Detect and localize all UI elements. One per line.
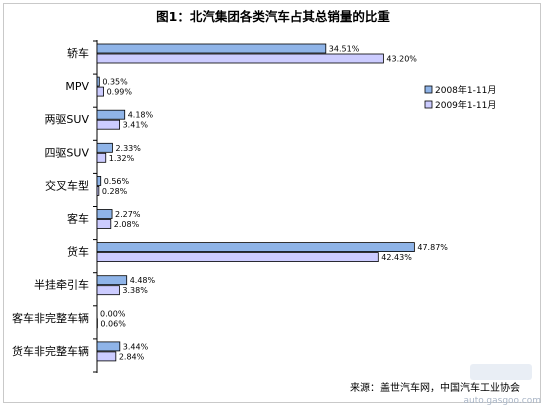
bar-2008 xyxy=(96,341,121,352)
data-label: 43.20% xyxy=(386,55,417,64)
category-label: MPV xyxy=(65,80,89,93)
data-label: 0.00% xyxy=(100,309,126,318)
legend-swatch xyxy=(424,85,433,94)
bar-2009 xyxy=(96,219,112,229)
category-label: 货车非完整车辆 xyxy=(12,344,89,358)
legend-swatch xyxy=(424,100,433,109)
chart-frame xyxy=(3,3,541,403)
bar-2009 xyxy=(96,185,100,196)
data-label: 3.44% xyxy=(123,342,149,351)
data-label: 42.43% xyxy=(381,253,412,262)
bar-2008 xyxy=(96,275,128,286)
data-label: 0.28% xyxy=(102,187,128,196)
bar-2009 xyxy=(96,351,117,362)
data-label: 4.48% xyxy=(130,276,156,285)
bar-2009 xyxy=(96,53,384,64)
category-label: 四驱SUV xyxy=(44,146,89,159)
category-label: 轿车 xyxy=(67,46,89,60)
category-label: 两驱SUV xyxy=(44,113,89,126)
category-label: 半挂牵引车 xyxy=(34,278,89,292)
category-label: 交叉车型 xyxy=(45,178,89,192)
bar-2008 xyxy=(96,209,113,219)
gasgoo-logo xyxy=(470,364,532,380)
bar-2008 xyxy=(96,142,113,153)
bar-2008 xyxy=(96,43,327,54)
legend-label: 2008年1-11月 xyxy=(435,84,496,96)
data-label: 34.51% xyxy=(329,45,360,54)
bar-2008 xyxy=(96,242,415,253)
bar-2009 xyxy=(96,285,120,296)
data-label: 0.99% xyxy=(107,88,133,97)
bar-2009 xyxy=(96,119,121,130)
bar-2008 xyxy=(96,109,126,120)
category-label: 客车 xyxy=(67,212,89,226)
bar-2009 xyxy=(96,152,107,163)
source-note: 来源：盖世汽车网，中国汽车工业协会 xyxy=(350,381,520,394)
bar-2008 xyxy=(96,175,102,186)
legend-label: 2009年1-11月 xyxy=(435,99,496,111)
data-label: 3.38% xyxy=(122,286,148,295)
chart-title: 图1：北汽集团各类汽车占其总销量的比重 xyxy=(156,9,390,24)
data-label: 3.41% xyxy=(123,121,149,130)
data-label: 0.06% xyxy=(100,319,126,328)
data-label: 2.27% xyxy=(115,210,141,219)
data-label: 2.84% xyxy=(119,352,145,361)
data-label: 0.56% xyxy=(104,177,130,186)
watermark-text: auto.gasgoo.com xyxy=(463,396,541,406)
data-label: 2.33% xyxy=(115,144,141,153)
data-label: 4.18% xyxy=(128,111,154,120)
data-label: 47.87% xyxy=(417,243,448,252)
bar-2008 xyxy=(96,76,100,87)
data-label: 0.35% xyxy=(102,78,128,87)
category-label: 货车 xyxy=(67,245,89,259)
bar-2009 xyxy=(96,252,379,263)
bar-2009 xyxy=(96,86,104,97)
data-label: 2.08% xyxy=(114,220,140,229)
data-label: 1.32% xyxy=(109,154,135,163)
category-label: 客车非完整车辆 xyxy=(12,311,89,325)
